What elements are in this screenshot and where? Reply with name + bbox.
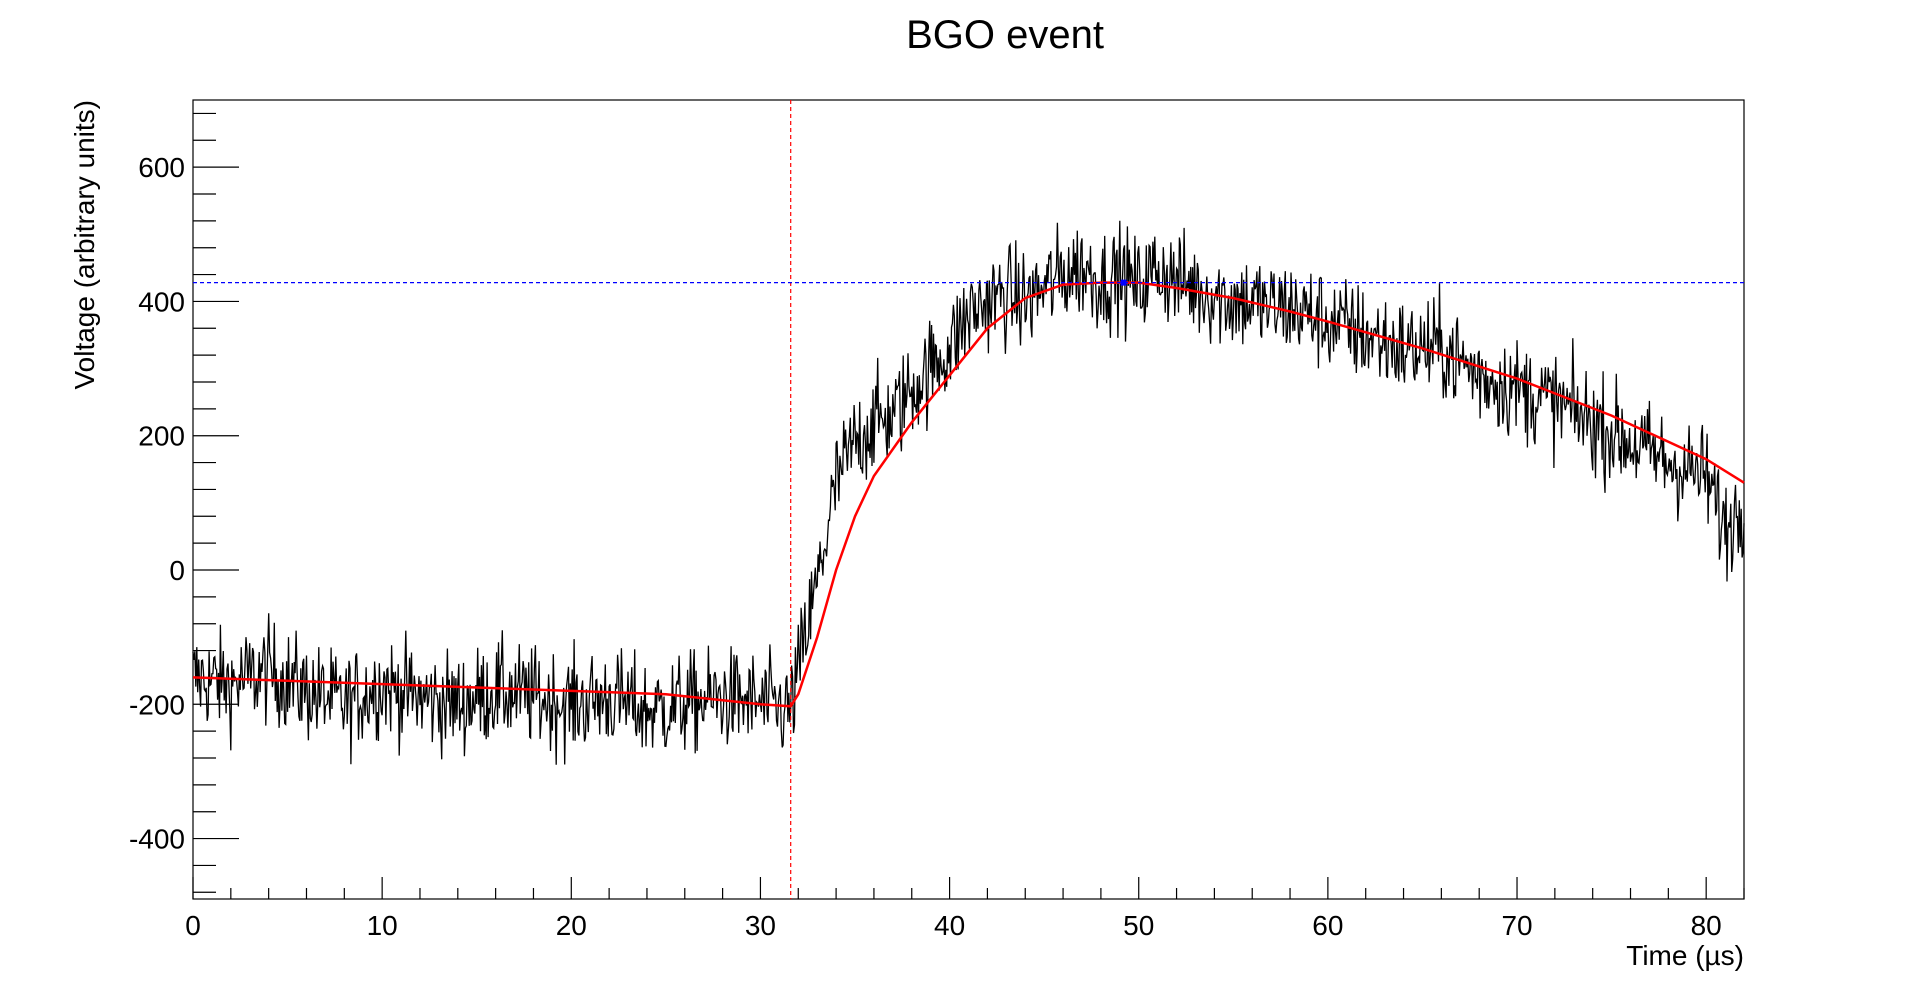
x-axis-tick-labels: 0 10 20 30 40 50 60 70 80 <box>185 910 1722 941</box>
y-axis-ticks <box>193 112 239 893</box>
waveform-series <box>192 220 1745 765</box>
y-tick-label: 200 <box>138 421 185 452</box>
x-tick-label: 80 <box>1691 910 1722 941</box>
marker-layer <box>193 100 1744 899</box>
x-axis-label: Time (µs) <box>1626 940 1744 971</box>
series-layer <box>192 220 1745 765</box>
y-tick-label: -200 <box>129 689 185 720</box>
peak-point <box>1120 279 1127 286</box>
x-tick-label: 50 <box>1123 910 1154 941</box>
y-tick-label: 0 <box>169 555 185 586</box>
y-tick-label: 600 <box>138 152 185 183</box>
x-axis-ticks <box>192 877 1745 899</box>
x-tick-label: 70 <box>1501 910 1532 941</box>
x-tick-label: 30 <box>745 910 776 941</box>
x-tick-label: 60 <box>1312 910 1343 941</box>
x-tick-label: 40 <box>934 910 965 941</box>
x-tick-label: 10 <box>367 910 398 941</box>
y-tick-label: -400 <box>129 824 185 855</box>
plot-frame <box>192 99 1745 900</box>
y-axis-label: Voltage (arbitrary units) <box>69 100 100 389</box>
x-tick-label: 20 <box>556 910 587 941</box>
y-axis-tick-labels: -400 -200 0 200 400 600 <box>129 152 185 854</box>
y-tick-label: 400 <box>138 286 185 317</box>
chart-title: BGO event <box>906 13 1104 57</box>
x-tick-label: 0 <box>185 910 201 941</box>
fit-series <box>192 281 1745 708</box>
